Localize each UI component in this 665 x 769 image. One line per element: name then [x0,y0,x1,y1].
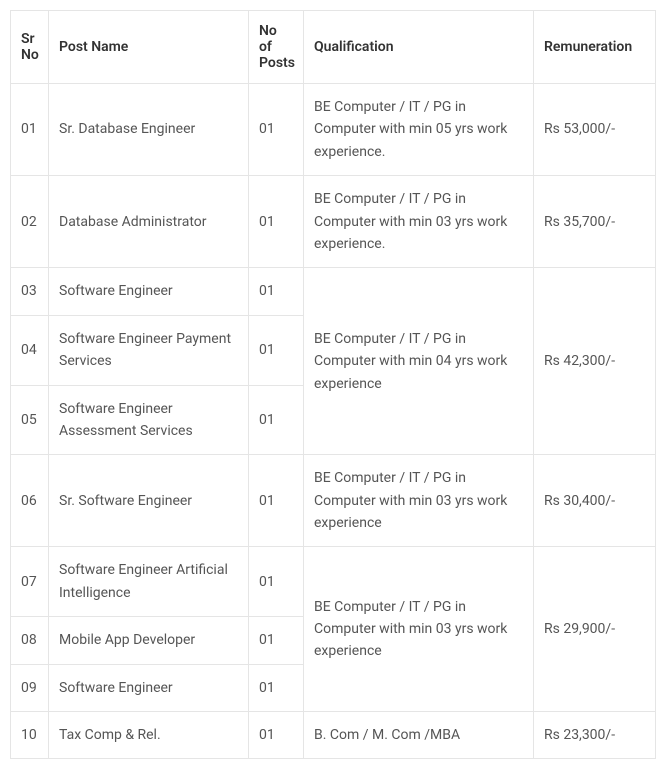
table-row: 02Database Administrator01BE Computer / … [11,176,656,268]
table-row: 01Sr. Database Engineer01BE Computer / I… [11,84,656,176]
cell-qualification: BE Computer / IT / PG in Computer with m… [304,547,534,712]
cell-post-name: Sr. Database Engineer [49,84,249,176]
cell-qualification: BE Computer / IT / PG in Computer with m… [304,268,534,455]
cell-no-of-posts: 01 [249,617,304,664]
cell-sr-no: 02 [11,176,49,268]
cell-no-of-posts: 01 [249,712,304,759]
cell-no-of-posts: 01 [249,176,304,268]
cell-sr-no: 06 [11,455,49,547]
cell-no-of-posts: 01 [249,315,304,385]
cell-remuneration: Rs 35,700/- [534,176,656,268]
cell-sr-no: 09 [11,664,49,711]
cell-sr-no: 01 [11,84,49,176]
cell-no-of-posts: 01 [249,84,304,176]
cell-sr-no: 03 [11,268,49,315]
cell-sr-no: 07 [11,547,49,617]
col-header-sr-no: Sr No [11,11,49,84]
col-header-remuneration: Remuneration [534,11,656,84]
cell-post-name: Software Engineer Artificial Intelligenc… [49,547,249,617]
cell-post-name: Software Engineer [49,268,249,315]
cell-no-of-posts: 01 [249,268,304,315]
cell-sr-no: 08 [11,617,49,664]
table-header-row: Sr No Post Name No of Posts Qualificatio… [11,11,656,84]
cell-remuneration: Rs 42,300/- [534,268,656,455]
cell-qualification: BE Computer / IT / PG in Computer with m… [304,84,534,176]
cell-remuneration: Rs 23,300/- [534,712,656,759]
cell-no-of-posts: 01 [249,547,304,617]
table-body: 01Sr. Database Engineer01BE Computer / I… [11,84,656,759]
table-row: 10Tax Comp & Rel.01B. Com / M. Com /MBAR… [11,712,656,759]
cell-sr-no: 10 [11,712,49,759]
cell-qualification: B. Com / M. Com /MBA [304,712,534,759]
cell-no-of-posts: 01 [249,455,304,547]
cell-qualification: BE Computer / IT / PG in Computer with m… [304,176,534,268]
cell-remuneration: Rs 53,000/- [534,84,656,176]
cell-no-of-posts: 01 [249,664,304,711]
table-row: 06Sr. Software Engineer01BE Computer / I… [11,455,656,547]
cell-post-name: Software Engineer Payment Services [49,315,249,385]
cell-qualification: BE Computer / IT / PG in Computer with m… [304,455,534,547]
cell-post-name: Tax Comp & Rel. [49,712,249,759]
cell-sr-no: 05 [11,385,49,455]
cell-post-name: Database Administrator [49,176,249,268]
cell-remuneration: Rs 29,900/- [534,547,656,712]
posts-table: Sr No Post Name No of Posts Qualificatio… [10,10,656,759]
col-header-qualification: Qualification [304,11,534,84]
cell-sr-no: 04 [11,315,49,385]
cell-post-name: Mobile App Developer [49,617,249,664]
col-header-post-name: Post Name [49,11,249,84]
cell-post-name: Software Engineer Assessment Services [49,385,249,455]
cell-post-name: Software Engineer [49,664,249,711]
table-row: 07Software Engineer Artificial Intellige… [11,547,656,617]
table-row: 03Software Engineer01BE Computer / IT / … [11,268,656,315]
cell-no-of-posts: 01 [249,385,304,455]
cell-remuneration: Rs 30,400/- [534,455,656,547]
cell-post-name: Sr. Software Engineer [49,455,249,547]
col-header-no-of-posts: No of Posts [249,11,304,84]
